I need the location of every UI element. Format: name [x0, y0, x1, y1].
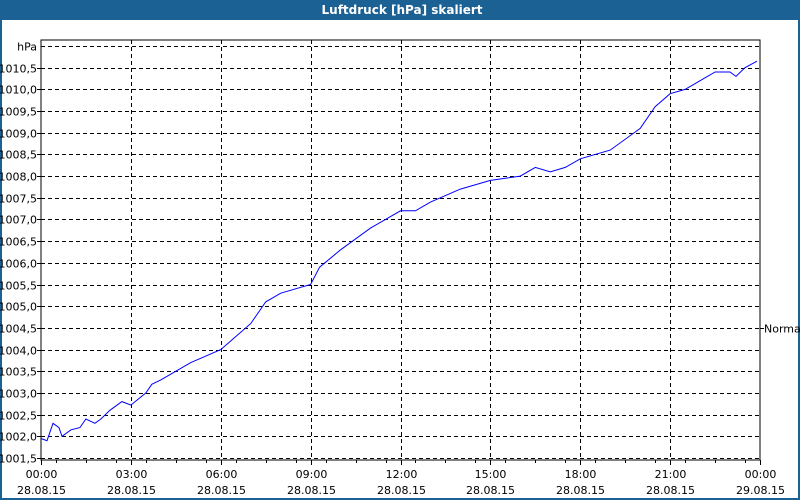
x-tick-time: 12:00 — [386, 468, 418, 481]
x-tick-date: 28.08.15 — [466, 484, 515, 497]
x-tick-time: 18:00 — [565, 468, 597, 481]
y-tick-label: 1009,5 — [0, 106, 37, 119]
y-tick-label: 1007,0 — [0, 214, 37, 227]
y-tick-label: 1004,5 — [0, 323, 37, 336]
y-tick-label: 1003,0 — [0, 388, 37, 401]
x-tick-time: 00:00 — [745, 468, 777, 481]
x-tick-time: 03:00 — [116, 468, 148, 481]
x-tick-time: 15:00 — [475, 468, 507, 481]
legend-label: Normal — [764, 323, 800, 336]
x-tick-date: 28.08.15 — [556, 484, 605, 497]
y-tick-label: 1001,5 — [0, 453, 37, 466]
y-tick-label: 1006,5 — [0, 236, 37, 249]
y-tick-label: 1003,5 — [0, 366, 37, 379]
window-title: Luftdruck [hPa] skaliert — [2, 0, 800, 20]
y-tick-label: 1010,0 — [0, 84, 37, 97]
x-tick-date: 28.08.15 — [197, 484, 246, 497]
y-tick-label: 1008,5 — [0, 149, 37, 162]
x-tick-date: 28.08.15 — [287, 484, 336, 497]
plot-area — [40, 39, 761, 461]
x-tick-time: 21:00 — [655, 468, 687, 481]
x-tick-time: 00:00 — [26, 468, 58, 481]
y-tick-label: 1009,0 — [0, 128, 37, 141]
y-tick-label: 1005,0 — [0, 301, 37, 314]
x-tick-date: 28.08.15 — [17, 484, 66, 497]
x-tick-date: 28.08.15 — [646, 484, 695, 497]
y-tick-label: 1004,0 — [0, 345, 37, 358]
x-tick-time: 09:00 — [296, 468, 328, 481]
y-tick-label: 1010,5 — [0, 63, 37, 76]
y-tick-label: 1005,5 — [0, 280, 37, 293]
x-tick-time: 06:00 — [206, 468, 238, 481]
y-axis-label: hPa — [17, 41, 37, 54]
y-tick-label: 1008,0 — [0, 171, 37, 184]
y-tick-label: 1002,0 — [0, 431, 37, 444]
x-tick-date: 28.08.15 — [107, 484, 156, 497]
x-tick-date: 28.08.15 — [377, 484, 426, 497]
y-tick-label: 1002,5 — [0, 410, 37, 423]
y-tick-label: 1006,0 — [0, 258, 37, 271]
series-line-normal — [40, 60, 758, 442]
y-tick-label: 1007,5 — [0, 193, 37, 206]
x-tick-date: 29.08.15 — [736, 484, 785, 497]
